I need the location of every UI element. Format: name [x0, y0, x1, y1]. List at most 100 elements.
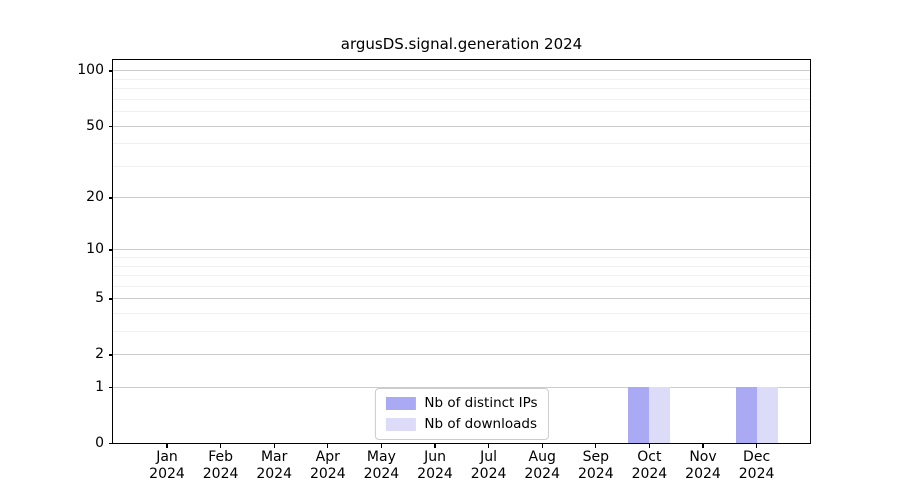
x-tick-month: Feb	[208, 449, 233, 465]
x-tick-label: Dec 2024	[730, 449, 784, 483]
y-tick-mark	[108, 70, 113, 72]
x-tick-label: Jul 2024	[462, 449, 516, 483]
x-tick-mark	[273, 443, 275, 448]
x-tick-mark	[166, 443, 168, 448]
grid-line-minor	[113, 313, 810, 315]
x-tick-month: Mar	[260, 449, 288, 465]
x-tick-mark	[755, 443, 758, 448]
x-tick-mark	[219, 443, 222, 448]
grid-line-minor	[113, 285, 810, 287]
y-tick-label: 10	[86, 241, 104, 258]
x-tick-label: Aug 2024	[515, 449, 569, 483]
x-tick-year: 2024	[738, 466, 775, 482]
legend-item-distinct-ips: Nb of distinct IPs	[385, 395, 538, 411]
x-tick-label: Apr 2024	[301, 449, 355, 483]
grid-line-major	[113, 298, 810, 300]
axis-spine-bottom	[111, 443, 812, 445]
x-tick-month: Jan	[156, 449, 178, 465]
bar-nb-of-distinct-ips	[735, 387, 757, 443]
legend-swatch-distinct-ips	[385, 397, 416, 410]
grid-line-minor	[113, 165, 810, 167]
y-tick-label: 1	[95, 379, 104, 396]
y-tick-label: 20	[86, 189, 104, 206]
y-tick-mark	[108, 443, 113, 445]
legend-item-downloads: Nb of downloads	[385, 417, 537, 432]
y-tick-label: 50	[86, 117, 104, 134]
y-tick-label: 100	[77, 62, 104, 79]
grid-line-minor	[113, 88, 810, 90]
x-tick-year: 2024	[309, 466, 346, 482]
grid-line-major	[113, 70, 810, 72]
grid-line-minor	[113, 275, 810, 277]
x-tick-label: Oct 2024	[622, 449, 676, 483]
x-tick-year: 2024	[577, 466, 614, 482]
x-tick-mark	[595, 443, 597, 448]
x-tick-label: Nov 2024	[676, 449, 730, 483]
grid-line-minor	[113, 257, 810, 259]
x-tick-month: Aug	[528, 449, 556, 465]
x-tick-mark	[487, 443, 490, 448]
legend-label-distinct-ips: Nb of distinct IPs	[424, 395, 538, 411]
x-tick-mark	[434, 443, 436, 448]
axis-spine-right	[810, 60, 812, 445]
y-tick-label: 2	[95, 346, 104, 363]
y-tick-label: 0	[95, 435, 104, 451]
y-tick-mark	[108, 125, 113, 127]
grid-line-major	[113, 387, 810, 389]
x-tick-month: Sep	[582, 449, 609, 465]
x-tick-month: May	[366, 449, 396, 465]
x-tick-year: 2024	[417, 466, 453, 482]
axis-spine-top	[111, 58, 812, 60]
x-tick-label: Mar 2024	[247, 449, 301, 483]
y-tick-mark	[108, 197, 113, 199]
grid-line-minor	[113, 78, 810, 80]
axis-spine-left	[111, 60, 113, 445]
legend: Nb of distinct IPs Nb of downloads	[374, 388, 549, 440]
x-tick-mark	[648, 443, 651, 448]
grid-line-minor	[113, 98, 810, 100]
x-tick-year: 2024	[202, 466, 239, 482]
x-tick-label: Feb 2024	[194, 449, 248, 483]
grid-line-minor	[113, 331, 810, 333]
grid-line-major	[113, 197, 810, 199]
bar-nb-of-downloads	[756, 387, 778, 443]
x-tick-mark	[327, 443, 329, 448]
x-tick-month: Nov	[689, 449, 717, 465]
x-tick-label: Jun 2024	[408, 449, 462, 483]
x-tick-year: 2024	[363, 466, 400, 482]
x-tick-mark	[380, 443, 383, 448]
x-tick-year: 2024	[256, 466, 292, 482]
y-tick-mark	[108, 249, 113, 251]
plot-area: Nb of distinct IPs Nb of downloads	[113, 60, 810, 443]
x-tick-year: 2024	[685, 466, 721, 482]
x-tick-month: Dec	[743, 449, 771, 465]
y-tick-mark	[108, 387, 113, 389]
y-tick-mark	[108, 354, 113, 356]
bar-nb-of-downloads	[649, 387, 671, 443]
x-tick-year: 2024	[631, 466, 668, 482]
grid-line-minor	[113, 143, 810, 145]
grid-line-major	[113, 249, 810, 251]
x-tick-month: Apr	[315, 449, 340, 465]
y-tick-label: 5	[95, 290, 104, 307]
x-tick-label: Sep 2024	[569, 449, 623, 483]
x-tick-year: 2024	[470, 466, 507, 482]
legend-swatch-downloads	[385, 418, 416, 431]
bar-nb-of-distinct-ips	[628, 387, 650, 443]
chart-title: argusDS.signal.generation 2024	[340, 35, 583, 53]
x-tick-mark	[702, 443, 704, 448]
x-tick-label: Jan 2024	[140, 449, 194, 483]
x-tick-month: Jun	[424, 449, 446, 465]
y-tick-mark	[108, 298, 113, 300]
x-tick-month: Oct	[637, 449, 662, 465]
x-tick-year: 2024	[524, 466, 560, 482]
grid-line-minor	[113, 265, 810, 267]
x-tick-year: 2024	[149, 466, 185, 482]
x-tick-mark	[541, 443, 543, 448]
grid-line-minor	[113, 111, 810, 113]
x-tick-label: May 2024	[354, 449, 408, 483]
legend-label-downloads: Nb of downloads	[424, 416, 537, 432]
grid-line-major	[113, 125, 810, 127]
grid-line-major	[113, 354, 810, 356]
